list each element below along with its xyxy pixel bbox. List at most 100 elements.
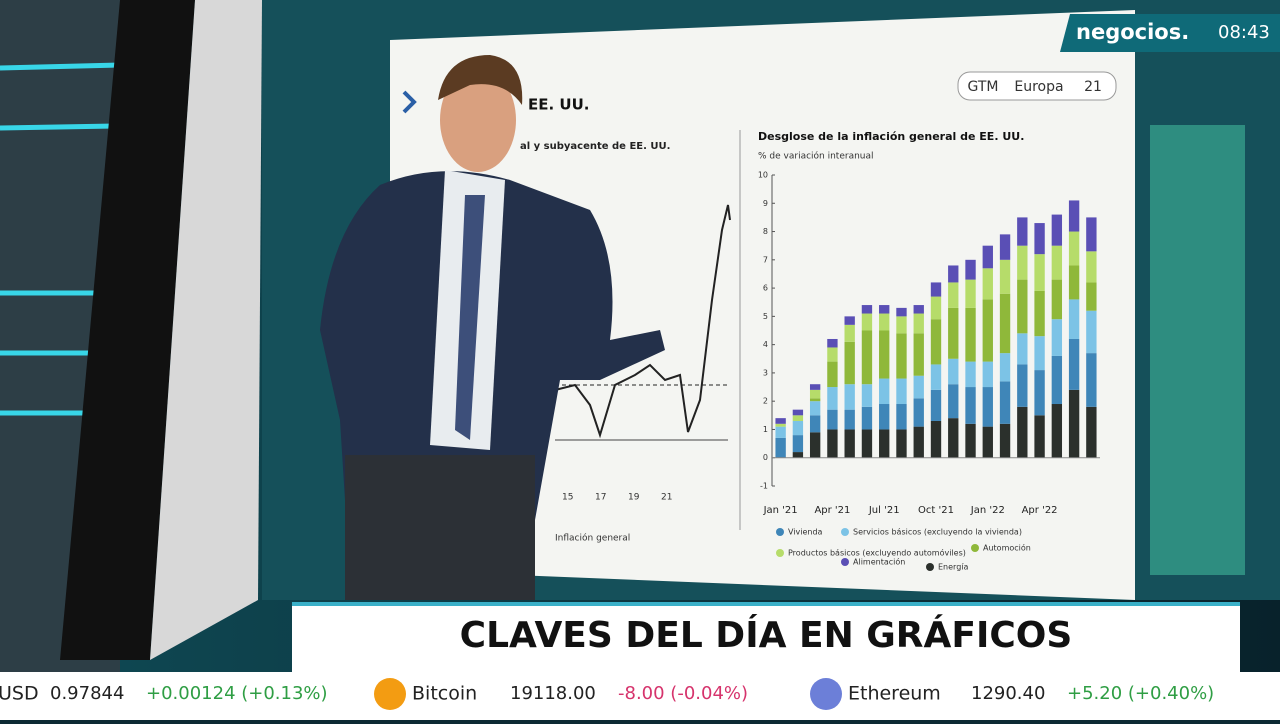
bar-segment [896,378,907,405]
bar-segment [982,299,993,362]
chart-title: Desglose de la inflación general de EE. … [758,130,1024,143]
bar-segment [948,418,959,458]
ticker-change: +5.20 (+0.40%) [1067,683,1214,704]
bar-segment [827,409,838,430]
tab: Europa [1014,79,1063,95]
bar-segment [982,268,993,300]
bar-segment [861,330,873,385]
bar-segment [1051,245,1063,280]
banner [292,602,1240,672]
left-x-tick: 21 [661,493,672,503]
bar-segment [827,347,838,362]
bar-segment [965,361,976,388]
bar-segment [827,361,838,388]
bar-segment [775,423,786,427]
bar-segment [982,387,993,427]
bar-segment [1051,404,1063,458]
bar-segment [930,420,942,458]
bar-segment [1017,279,1028,334]
legend-label: Productos básicos (excluyendo automóvile… [788,548,966,558]
bar-segment [809,415,821,433]
legend-swatch [841,528,849,536]
bar-segment [792,415,804,421]
chart-subtitle: % de variación interanual [758,151,874,162]
bar-segment [948,307,959,359]
bar-segment [1086,406,1097,458]
bar-segment [896,333,907,379]
logo-box [1060,14,1280,52]
bar-segment [861,305,873,314]
ticker-price: 19118.00 [510,683,596,704]
bar-segment [1051,355,1063,405]
bar-segment [1034,223,1045,255]
bar-segment [965,423,976,458]
y-tick-label: 0 [763,453,768,462]
bar-segment [965,307,976,362]
ticker-name: Bitcoin [412,683,477,705]
bar-segment [861,406,873,430]
y-tick-label: 1 [763,425,768,434]
bar-segment [965,259,976,280]
bar-segment [965,387,976,424]
coin-icon [810,678,842,710]
bar-segment [1068,265,1080,300]
ticker-change: +0.00124 (+0.13%) [146,683,328,704]
bar-segment [827,387,838,410]
legend-swatch [841,558,849,566]
bar-segment [930,389,942,421]
bar-segment [896,316,907,334]
y-tick-label: 3 [763,368,768,377]
bar-segment [982,361,993,388]
bar-segment [879,378,890,405]
presenter [320,55,665,600]
banner-title: CLAVES DEL DÍA EN GRÁFICOS [460,614,1073,656]
bar-segment [879,305,890,314]
bar-segment [1068,389,1080,458]
bar-segment [896,404,907,430]
bar-segment [1051,214,1063,246]
bar-segment [1017,245,1028,280]
bar-segment [827,338,838,348]
bar-segment [1051,279,1063,320]
bar-segment [1034,290,1045,337]
x-tick-label: Jan '21 [763,505,798,516]
wall-panel [150,0,262,660]
y-tick-label: 9 [763,199,768,208]
y-tick-label: 8 [763,227,768,236]
bar-segment [844,316,855,325]
bar-segment [1034,336,1045,371]
bar-segment [930,364,942,390]
bar-segment [1017,364,1028,407]
x-tick-label: Jan '22 [970,505,1005,516]
bar-segment [879,429,890,458]
bar-segment [1068,231,1080,266]
bar-segment [930,282,942,297]
clock: 08:43 [1218,22,1270,43]
bar-segment [792,420,804,436]
ticker-price: 0.97844 [50,683,124,704]
legend-label: Alimentación [853,557,905,567]
tabs [957,71,1117,101]
bar-segment [982,426,993,458]
y-tick-label: 5 [763,312,768,321]
bar-segment [948,265,959,283]
ticker [0,672,1280,720]
bar-segment [1086,353,1097,407]
bar-segment [1068,299,1080,339]
bar-segment [809,398,821,402]
coin-icon [374,678,406,710]
legend-swatch [776,528,784,536]
bar-segment [775,437,786,458]
bar-segment [792,409,804,416]
bar-segment [879,404,890,430]
bar-segment [844,341,855,385]
bar-segment [809,384,821,390]
bar-segment [913,375,924,399]
bar-segment [861,384,873,407]
bar-segment [913,333,924,376]
y-tick-label: 2 [763,397,768,406]
bar-segment [999,353,1011,382]
